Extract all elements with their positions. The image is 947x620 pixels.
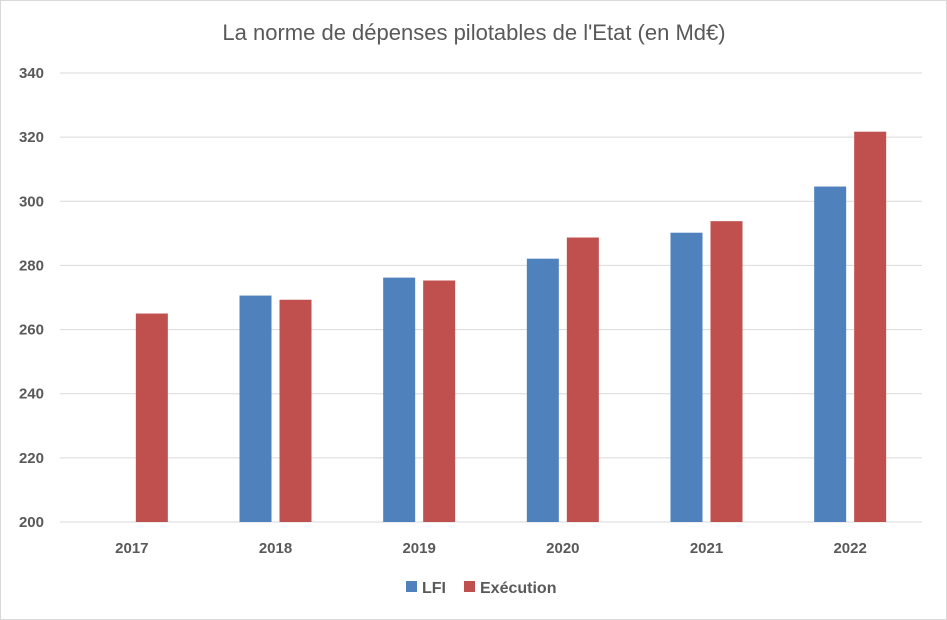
bar-lfi-2020	[526, 258, 559, 522]
bar-lfi-2018	[239, 295, 272, 522]
y-tick-label: 300	[19, 193, 44, 210]
bar-lfi-2022	[814, 186, 847, 523]
y-tick-label: 240	[19, 386, 44, 403]
bar-ex-cution-2020	[566, 237, 599, 522]
y-tick-label: 340	[19, 65, 44, 82]
bar-ex-cution-2017	[135, 313, 168, 522]
y-tick-label: 220	[19, 450, 44, 467]
legend: LFI Exécution	[406, 580, 556, 597]
y-axis-ticks: 200 220 240 260 280 300 320 340	[19, 65, 44, 531]
gridlines	[60, 72, 922, 523]
x-tick-label: 2017	[115, 540, 148, 557]
x-tick-label: 2021	[690, 540, 723, 557]
legend-swatch-1	[464, 581, 475, 592]
y-tick-label: 280	[19, 257, 44, 274]
bar-ex-cution-2018	[279, 299, 312, 522]
y-tick-label: 260	[19, 322, 44, 339]
bar-lfi-2021	[670, 232, 703, 523]
bars	[135, 131, 887, 523]
y-tick-label: 200	[19, 514, 44, 531]
x-tick-label: 2019	[402, 540, 435, 557]
legend-label: Exécution	[480, 580, 556, 597]
x-tick-label: 2020	[546, 540, 579, 557]
bar-ex-cution-2021	[710, 221, 743, 523]
x-tick-label: 2022	[833, 540, 866, 557]
bar-ex-cution-2022	[854, 131, 887, 522]
y-tick-label: 320	[19, 129, 44, 146]
x-axis-ticks: 2017 2018 2019 2020 2021 2022	[115, 540, 867, 557]
x-tick-label: 2018	[259, 540, 292, 557]
legend-label: LFI	[422, 580, 446, 597]
bar-ex-cution-2019	[423, 280, 456, 522]
chart-title: La norme de dépenses pilotables de l'Eta…	[222, 20, 725, 45]
legend-swatch-0	[406, 581, 417, 592]
bar-lfi-2019	[383, 277, 416, 522]
